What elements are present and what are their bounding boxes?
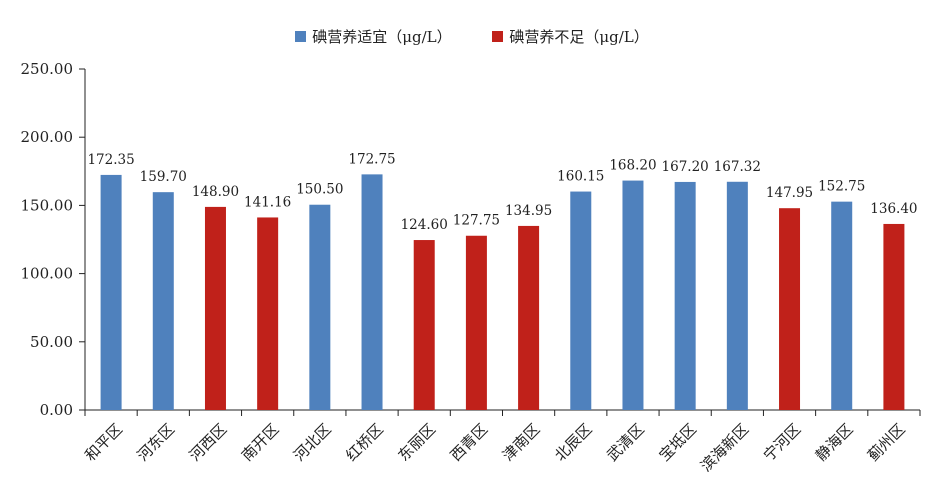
y-tick-label: 50.00 [30, 333, 73, 351]
bar-value-label: 136.40 [870, 201, 917, 217]
x-category-label: 河东区 [134, 420, 179, 465]
x-category-label: 滨海新区 [697, 420, 752, 475]
x-category-label: 东丽区 [394, 420, 439, 465]
bars: 172.35 159.70 148.90 141.16 150.50 172.75 124.… [87, 151, 918, 410]
bar-value-label: 172.35 [87, 152, 134, 168]
x-category-label: 西青区 [447, 420, 492, 465]
bar [779, 208, 801, 410]
bar-value-label: 160.15 [557, 169, 604, 185]
legend-label-adequate: 碘营养适宜（μg/L） [312, 28, 452, 46]
bar [257, 217, 279, 410]
x-category-label: 红桥区 [342, 420, 387, 465]
x-category-label: 和平区 [81, 420, 126, 465]
legend-label-insufficient: 碘营养不足（μg/L） [509, 28, 649, 46]
bar-value-label: 141.16 [244, 194, 291, 210]
y-tick-label: 200.00 [21, 128, 74, 146]
bar [570, 191, 592, 410]
bar-value-label: 172.75 [348, 151, 395, 167]
bar [100, 174, 122, 410]
x-category-label: 蓟州区 [864, 420, 909, 465]
bar-value-label: 124.60 [401, 217, 448, 233]
chart-legend: 碘营养适宜（μg/L） 碘营养不足（μg/L） [0, 26, 944, 47]
y-tick-label: 0.00 [40, 401, 73, 419]
bar-value-label: 167.32 [714, 159, 761, 175]
bar-value-label: 148.90 [192, 184, 239, 200]
x-category-label: 宁河区 [760, 420, 805, 465]
legend-item-adequate: 碘营养适宜（μg/L） [295, 26, 452, 47]
x-category-label: 津南区 [499, 420, 544, 465]
x-category-label: 静海区 [812, 420, 857, 465]
bar [622, 180, 644, 410]
bar [883, 223, 905, 410]
x-category-label: 河西区 [186, 420, 231, 465]
bar-value-label: 127.75 [453, 213, 500, 229]
bar-value-label: 159.70 [140, 169, 187, 185]
bar [726, 181, 748, 410]
legend-swatch-adequate [295, 31, 307, 42]
bar-value-label: 134.95 [505, 203, 552, 219]
bar-value-label: 152.75 [818, 179, 865, 195]
bar [204, 206, 226, 410]
x-category-label: 河北区 [290, 420, 335, 465]
bar-value-label: 167.20 [662, 159, 709, 175]
bar [518, 225, 540, 410]
y-tick-label: 100.00 [21, 265, 74, 283]
x-category-label: 南开区 [238, 420, 283, 465]
x-category-label: 武清区 [603, 420, 648, 465]
bar [413, 240, 435, 410]
bar [361, 174, 383, 410]
bar [465, 235, 487, 410]
bar [309, 204, 331, 410]
bar-value-label: 168.20 [609, 158, 656, 174]
bar [831, 201, 853, 410]
legend-item-insufficient: 碘营养不足（μg/L） [492, 26, 649, 47]
y-tick-label: 250.00 [21, 60, 74, 78]
bar-value-label: 150.50 [296, 182, 343, 198]
bar-value-label: 147.95 [766, 185, 813, 201]
legend-swatch-insufficient [492, 31, 504, 42]
x-category-label: 北辰区 [551, 420, 596, 465]
y-tick-label: 150.00 [21, 196, 74, 214]
bar [674, 181, 696, 410]
x-category-label: 宝坻区 [655, 420, 700, 465]
bar [152, 192, 174, 410]
